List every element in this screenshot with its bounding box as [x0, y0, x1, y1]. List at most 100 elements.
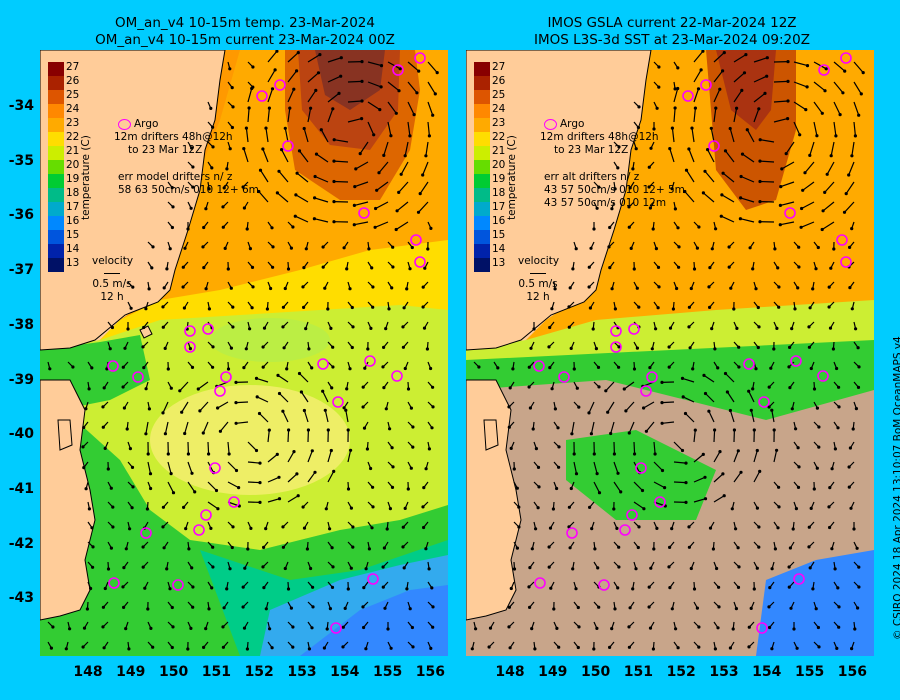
- current-arrow-head: [517, 505, 521, 509]
- current-arrow-head: [244, 347, 248, 351]
- current-arrow-head: [730, 507, 734, 511]
- current-arrow-head: [556, 426, 560, 430]
- current-arrow: [588, 401, 595, 414]
- current-arrow-head: [745, 128, 749, 132]
- current-arrow: [262, 148, 269, 163]
- current-arrow-head: [416, 210, 421, 214]
- current-arrow-head: [411, 425, 415, 429]
- current-arrow: [287, 429, 290, 443]
- current-arrow-head: [648, 366, 652, 370]
- current-arrow-head: [508, 646, 512, 650]
- current-arrow: [753, 92, 766, 103]
- drifters-legend: 12m drifters 48h@12h: [540, 131, 659, 143]
- current-arrow-head: [91, 565, 95, 569]
- current-arrow: [780, 221, 795, 226]
- current-arrow-head: [211, 125, 215, 129]
- current-arrow-head: [342, 406, 346, 410]
- current-arrow-head: [273, 68, 277, 72]
- current-arrow-head: [295, 472, 299, 476]
- current-arrow-head: [534, 527, 538, 531]
- current-arrow-head: [691, 367, 695, 371]
- current-arrow-head: [332, 469, 336, 473]
- current-arrow-head: [738, 217, 742, 221]
- current-arrow-head: [642, 507, 646, 511]
- current-arrow-head: [528, 406, 532, 410]
- current-arrow-head: [87, 507, 91, 511]
- current-arrow-head: [788, 345, 792, 349]
- current-arrow-head: [793, 307, 797, 311]
- current-arrow-head: [270, 646, 274, 650]
- current-arrow-head: [652, 547, 656, 551]
- current-arrow-head: [536, 506, 540, 510]
- current-arrow: [691, 128, 695, 143]
- current-arrow-head: [370, 266, 374, 270]
- current-arrow-head: [636, 125, 640, 130]
- current-arrow-head: [612, 507, 616, 511]
- current-arrow-head: [692, 267, 697, 271]
- current-arrow: [243, 148, 249, 163]
- current-arrow-head: [321, 245, 325, 249]
- current-arrow-head: [237, 486, 241, 490]
- current-arrow-head: [85, 607, 89, 611]
- current-arrow: [355, 161, 369, 170]
- current-arrow-head: [346, 587, 350, 591]
- current-arrow: [590, 421, 595, 434]
- current-arrow-head: [754, 367, 758, 371]
- current-arrow-head: [673, 106, 677, 110]
- current-arrow: [759, 160, 775, 163]
- longitude-tick-label: 155: [372, 664, 403, 680]
- current-arrow-head: [637, 105, 641, 109]
- current-arrow-head: [403, 506, 407, 510]
- current-arrow-head: [687, 545, 691, 549]
- current-arrow: [259, 169, 269, 183]
- current-arrow-head: [836, 586, 840, 590]
- argo-float-marker: [132, 371, 144, 383]
- current-arrow: [781, 161, 795, 170]
- current-arrow-head: [857, 585, 861, 589]
- current-arrow: [375, 201, 389, 210]
- argo-float-marker: [598, 579, 610, 591]
- current-arrow-head: [613, 607, 617, 611]
- current-arrow-head: [588, 505, 592, 509]
- current-arrow-head: [339, 74, 343, 78]
- current-arrow-head: [225, 587, 229, 591]
- colorbar-tick: 17: [66, 201, 80, 213]
- current-arrow-head: [373, 225, 377, 229]
- current-arrow-head: [477, 365, 481, 369]
- longitude-tick-label: 150: [158, 664, 189, 680]
- current-arrow-head: [829, 266, 833, 270]
- current-arrow: [713, 88, 721, 103]
- current-arrow-head: [799, 225, 803, 229]
- current-arrow-head: [615, 526, 619, 530]
- current-arrow-head: [331, 565, 335, 569]
- current-arrow-head: [859, 92, 863, 96]
- current-arrow-head: [740, 152, 745, 156]
- argo-float-marker: [840, 256, 852, 268]
- current-arrow: [625, 401, 635, 412]
- current-arrow-head: [384, 407, 388, 411]
- current-arrow: [179, 381, 189, 392]
- current-arrow-head: [697, 625, 701, 629]
- current-arrow-head: [710, 327, 714, 331]
- current-arrow-head: [512, 467, 516, 471]
- current-arrow: [682, 396, 695, 403]
- current-arrow-head: [261, 365, 265, 369]
- current-arrow: [802, 181, 815, 191]
- velocity-arrow-icon: [92, 268, 132, 278]
- current-arrow-head: [834, 134, 838, 138]
- current-arrow-head: [141, 345, 145, 349]
- current-arrow-head: [789, 606, 793, 610]
- current-arrow: [671, 128, 675, 143]
- current-arrow-head: [381, 365, 385, 369]
- current-arrow-head: [275, 50, 279, 53]
- current-arrow-head: [655, 526, 659, 530]
- current-arrow-head: [660, 401, 664, 405]
- current-arrow-head: [587, 285, 591, 289]
- current-arrow-head: [201, 245, 205, 249]
- current-arrow-head: [254, 376, 259, 380]
- colorbar-tick: 24: [66, 103, 80, 115]
- current-arrow-head: [285, 367, 289, 371]
- current-arrow-head: [592, 647, 596, 651]
- current-arrow: [287, 495, 299, 503]
- current-arrow-head: [323, 408, 327, 412]
